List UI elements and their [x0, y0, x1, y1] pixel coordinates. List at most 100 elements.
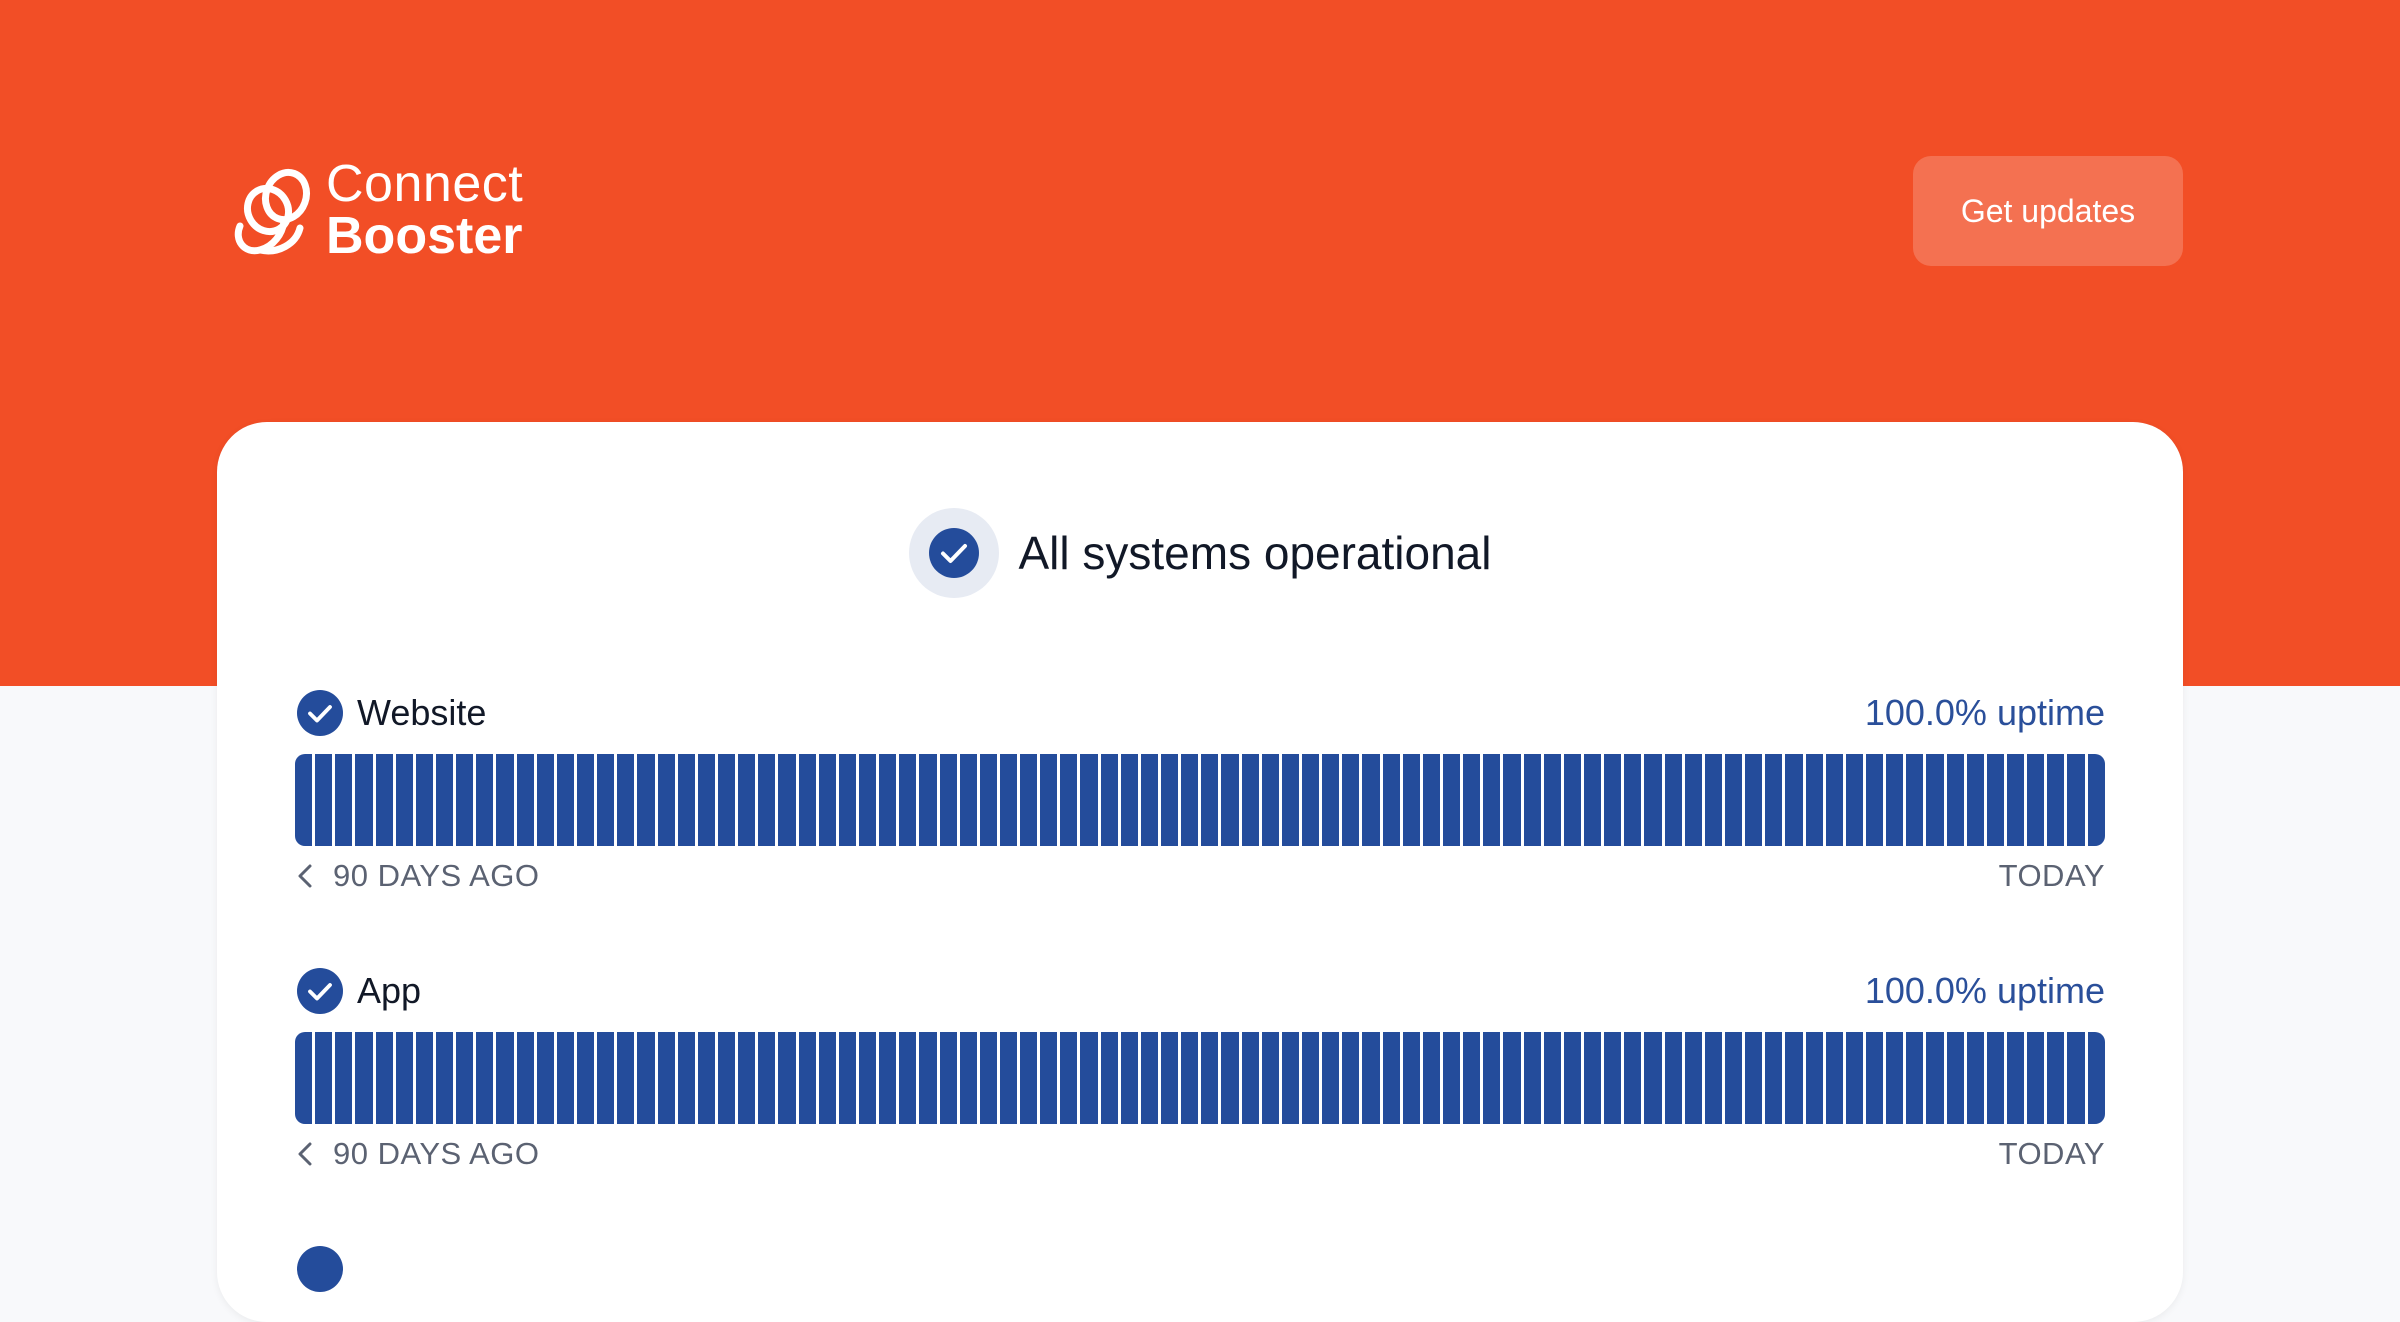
chevron-left-icon[interactable] — [295, 862, 315, 890]
uptime-day-bar[interactable] — [1503, 1032, 1521, 1124]
uptime-day-bar[interactable] — [1181, 1032, 1199, 1124]
uptime-day-bar[interactable] — [1785, 754, 1803, 846]
uptime-day-bar[interactable] — [1302, 754, 1320, 846]
uptime-day-bar[interactable] — [1906, 1032, 1924, 1124]
uptime-day-bar[interactable] — [1563, 1032, 1581, 1124]
uptime-day-bar[interactable] — [1080, 754, 1098, 846]
uptime-day-bar[interactable] — [1140, 754, 1159, 846]
uptime-day-bar[interactable] — [1523, 754, 1541, 846]
uptime-day-bar[interactable] — [355, 754, 373, 846]
uptime-day-bar[interactable] — [1342, 1032, 1360, 1124]
uptime-day-bar[interactable] — [697, 754, 715, 846]
uptime-day-bar[interactable] — [1986, 754, 2004, 846]
uptime-day-bar[interactable] — [1161, 1032, 1179, 1124]
uptime-day-bar[interactable] — [979, 754, 997, 846]
uptime-day-bar[interactable] — [1483, 1032, 1501, 1124]
uptime-day-bar[interactable] — [1543, 1032, 1561, 1124]
uptime-day-bar[interactable] — [999, 754, 1018, 846]
uptime-day-bar[interactable] — [597, 1032, 615, 1124]
uptime-day-bar[interactable] — [1100, 754, 1118, 846]
uptime-day-bar[interactable] — [1604, 1032, 1622, 1124]
uptime-day-bar[interactable] — [1644, 754, 1662, 846]
uptime-day-bar[interactable] — [677, 1032, 695, 1124]
uptime-day-bar[interactable] — [1584, 754, 1602, 846]
uptime-day-bar[interactable] — [617, 754, 635, 846]
uptime-day-bar[interactable] — [1926, 1032, 1944, 1124]
uptime-day-bar[interactable] — [637, 1032, 655, 1124]
uptime-day-bar[interactable] — [1624, 1032, 1642, 1124]
uptime-day-bar[interactable] — [1886, 1032, 1904, 1124]
uptime-day-bar[interactable] — [1261, 1032, 1279, 1124]
uptime-day-bar[interactable] — [778, 1032, 796, 1124]
uptime-day-bar[interactable] — [1825, 1032, 1843, 1124]
uptime-day-bar[interactable] — [1704, 754, 1722, 846]
uptime-day-bar[interactable] — [1221, 1032, 1239, 1124]
uptime-day-bar[interactable] — [778, 754, 796, 846]
uptime-day-bar[interactable] — [959, 1032, 977, 1124]
uptime-day-bar[interactable] — [1523, 1032, 1541, 1124]
uptime-day-bar[interactable] — [2087, 1032, 2105, 1124]
uptime-day-bar[interactable] — [435, 1032, 454, 1124]
uptime-day-bar[interactable] — [1604, 754, 1622, 846]
uptime-day-bar[interactable] — [1322, 754, 1340, 846]
uptime-day-bar[interactable] — [1463, 1032, 1481, 1124]
uptime-day-bar[interactable] — [959, 754, 977, 846]
uptime-day-bar[interactable] — [818, 1032, 836, 1124]
uptime-day-bar[interactable] — [738, 1032, 756, 1124]
uptime-day-bar[interactable] — [939, 754, 957, 846]
uptime-day-bar[interactable] — [1966, 754, 1984, 846]
uptime-day-bar[interactable] — [1161, 754, 1179, 846]
uptime-day-bar[interactable] — [1704, 1032, 1722, 1124]
uptime-day-bar[interactable] — [1805, 1032, 1823, 1124]
uptime-day-bar[interactable] — [1624, 754, 1642, 846]
uptime-day-bar[interactable] — [758, 754, 776, 846]
uptime-day-bar[interactable] — [1805, 754, 1823, 846]
uptime-day-bar[interactable] — [1483, 754, 1501, 846]
uptime-day-bar[interactable] — [415, 754, 433, 846]
uptime-day-bar[interactable] — [2027, 754, 2045, 846]
uptime-day-bar[interactable] — [597, 754, 615, 846]
uptime-day-bar[interactable] — [1020, 1032, 1038, 1124]
uptime-day-bar[interactable] — [435, 754, 454, 846]
uptime-day-bar[interactable] — [738, 754, 756, 846]
uptime-day-bar[interactable] — [1422, 754, 1441, 846]
uptime-day-bar[interactable] — [335, 1032, 353, 1124]
uptime-day-bar[interactable] — [516, 754, 534, 846]
uptime-day-bar[interactable] — [1664, 1032, 1682, 1124]
uptime-day-bar[interactable] — [496, 754, 514, 846]
uptime-day-bar[interactable] — [496, 1032, 514, 1124]
uptime-day-bar[interactable] — [2047, 1032, 2065, 1124]
uptime-day-bar[interactable] — [415, 1032, 433, 1124]
uptime-day-bar[interactable] — [456, 754, 474, 846]
uptime-day-bar[interactable] — [1865, 754, 1884, 846]
uptime-day-bar[interactable] — [1040, 754, 1058, 846]
uptime-day-bar[interactable] — [1584, 1032, 1602, 1124]
uptime-day-bar[interactable] — [1664, 754, 1682, 846]
uptime-day-bar[interactable] — [2006, 1032, 2025, 1124]
uptime-day-bar[interactable] — [1946, 754, 1964, 846]
uptime-day-bar[interactable] — [1966, 1032, 1984, 1124]
uptime-day-bar[interactable] — [1120, 754, 1138, 846]
uptime-day-bar[interactable] — [1181, 754, 1199, 846]
uptime-day-bar[interactable] — [1040, 1032, 1058, 1124]
uptime-day-bar[interactable] — [315, 754, 333, 846]
uptime-day-bar[interactable] — [1302, 1032, 1320, 1124]
uptime-day-bar[interactable] — [1241, 754, 1259, 846]
uptime-day-bar[interactable] — [919, 1032, 937, 1124]
uptime-day-bar[interactable] — [1825, 754, 1843, 846]
uptime-day-bar[interactable] — [1745, 1032, 1763, 1124]
get-updates-button[interactable]: Get updates — [1913, 156, 2183, 266]
uptime-day-bar[interactable] — [617, 1032, 635, 1124]
uptime-day-bar[interactable] — [717, 754, 736, 846]
uptime-day-bar[interactable] — [879, 1032, 897, 1124]
uptime-day-bar[interactable] — [1060, 1032, 1078, 1124]
uptime-day-bar[interactable] — [999, 1032, 1018, 1124]
uptime-day-bar[interactable] — [1745, 754, 1763, 846]
history-back[interactable]: 90 DAYS AGO — [295, 1136, 540, 1172]
uptime-day-bar[interactable] — [1543, 754, 1561, 846]
uptime-day-bar[interactable] — [516, 1032, 534, 1124]
uptime-day-bar[interactable] — [1080, 1032, 1098, 1124]
uptime-day-bar[interactable] — [1906, 754, 1924, 846]
uptime-day-bar[interactable] — [1362, 1032, 1380, 1124]
uptime-day-bar[interactable] — [1402, 754, 1420, 846]
